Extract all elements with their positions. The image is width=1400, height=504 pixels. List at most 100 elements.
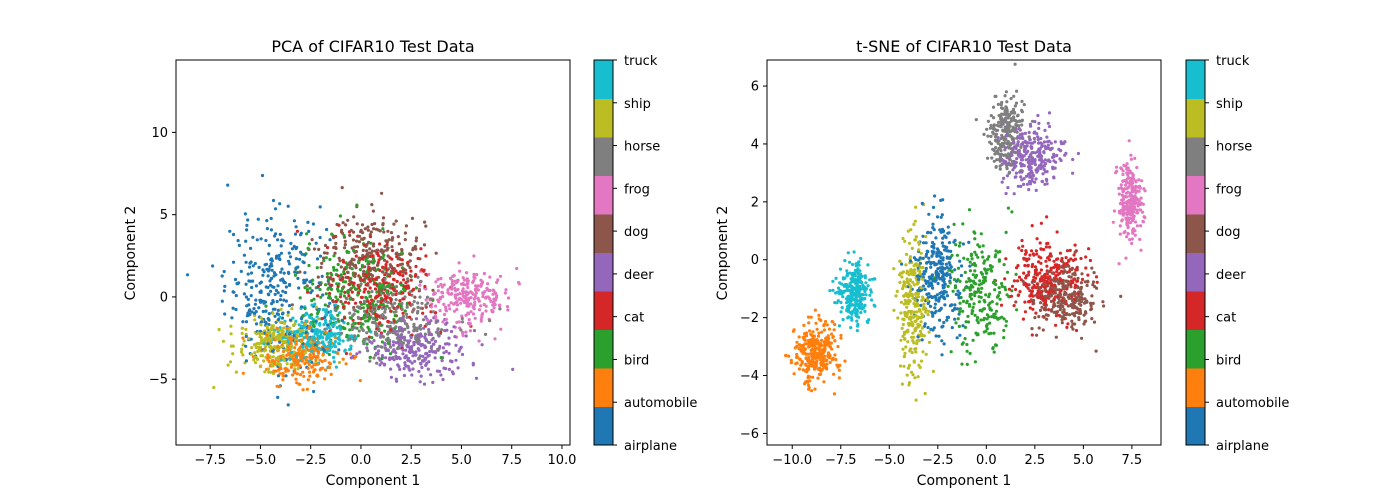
pca-point-airplane <box>274 207 277 210</box>
tsne-point-automobile <box>832 335 835 338</box>
tsne-point-horse <box>1007 113 1010 116</box>
tsne-point-deer <box>1025 175 1028 178</box>
pca-point-deer <box>393 358 396 361</box>
pca-point-bird <box>345 266 348 269</box>
pca-point-truck <box>286 330 289 333</box>
pca-point-horse <box>435 320 438 323</box>
pca-point-airplane <box>253 312 256 315</box>
tsne-point-ship <box>918 243 921 246</box>
tsne-point-truck <box>862 306 865 309</box>
tsne-point-ship <box>904 263 907 266</box>
pca-colorbar-segment-frog <box>594 176 613 215</box>
pca-point-bird <box>352 249 355 252</box>
pca-point-frog <box>470 291 473 294</box>
pca-point-automobile <box>307 378 310 381</box>
pca-point-deer <box>431 381 434 384</box>
pca-point-deer <box>419 362 422 365</box>
tsne-point-ship <box>909 286 912 289</box>
tsne-point-automobile <box>822 324 825 327</box>
pca-point-airplane <box>318 281 321 284</box>
tsne-point-ship <box>906 374 909 377</box>
tsne-point-bird <box>993 316 996 319</box>
pca-point-truck <box>332 356 335 359</box>
tsne-point-deer <box>1006 186 1009 189</box>
tsne-point-dog <box>1070 268 1073 271</box>
pca-point-bird <box>357 261 360 264</box>
pca-point-ship <box>268 337 271 340</box>
pca-point-deer <box>401 352 404 355</box>
pca-point-airplane <box>267 252 270 255</box>
tsne-point-frog <box>1113 209 1116 212</box>
pca-point-bird <box>303 286 306 289</box>
pca-point-deer <box>413 360 416 363</box>
pca-point-airplane <box>257 306 260 309</box>
tsne-point-bird <box>998 291 1001 294</box>
tsne-point-ship <box>917 248 920 251</box>
tsne-point-bird <box>960 363 963 366</box>
pca-point-ship <box>253 351 256 354</box>
tsne-point-horse <box>1000 103 1003 106</box>
tsne-point-deer <box>1041 172 1044 175</box>
pca-point-cat <box>378 269 381 272</box>
pca-point-bird <box>310 299 313 302</box>
tsne-point-truck <box>851 303 854 306</box>
tsne-point-ship <box>925 353 928 356</box>
tsne-title: t-SNE of CIFAR10 Test Data <box>856 37 1072 56</box>
tsne-point-automobile <box>818 318 821 321</box>
pca-point-dog <box>344 240 347 243</box>
pca-point-automobile <box>314 358 317 361</box>
tsne-point-horse <box>1010 120 1013 123</box>
tsne-point-bird <box>985 271 988 274</box>
pca-point-ship <box>218 328 221 331</box>
pca-point-truck <box>314 332 317 335</box>
tsne-point-airplane <box>953 268 956 271</box>
pca-point-horse <box>418 356 421 359</box>
tsne-point-ship <box>912 302 915 305</box>
tsne-point-cat <box>1028 254 1031 257</box>
pca-point-frog <box>456 279 459 282</box>
tsne-point-frog <box>1133 229 1136 232</box>
tsne-point-dog <box>1061 260 1064 263</box>
pca-point-airplane <box>258 282 261 285</box>
tsne-point-cat <box>1016 279 1019 282</box>
pca-point-dog <box>400 248 403 251</box>
pca-point-dog <box>372 210 375 213</box>
pca-point-automobile <box>299 364 302 367</box>
pca-point-airplane <box>273 308 276 311</box>
pca-point-frog <box>458 261 461 264</box>
tsne-point-deer <box>1034 177 1037 180</box>
tsne-point-horse <box>993 123 996 126</box>
tsne-point-cat <box>1031 263 1034 266</box>
pca-point-bird <box>370 336 373 339</box>
tsne-point-horse <box>989 127 992 130</box>
tsne-point-horse <box>1020 123 1023 126</box>
tsne-point-ship <box>919 286 922 289</box>
pca-point-deer <box>453 335 456 338</box>
pca-point-dog <box>402 271 405 274</box>
pca-point-truck <box>329 310 332 313</box>
pca-point-automobile <box>293 346 296 349</box>
tsne-point-horse <box>999 115 1002 118</box>
pca-point-horse <box>366 349 369 352</box>
tsne-point-truck <box>834 277 837 280</box>
pca-point-airplane <box>245 320 248 323</box>
pca-point-dog <box>355 240 358 243</box>
pca-point-horse <box>405 323 408 326</box>
tsne-point-automobile <box>804 347 807 350</box>
pca-point-dog <box>383 259 386 262</box>
pca-point-airplane <box>287 311 290 314</box>
tsne-point-bird <box>947 285 950 288</box>
tsne-point-horse <box>999 165 1002 168</box>
pca-point-cat <box>357 286 360 289</box>
pca-point-frog <box>481 295 484 298</box>
pca-point-frog <box>427 273 430 276</box>
pca-point-frog <box>434 280 437 283</box>
pca-point-dog <box>406 280 409 283</box>
pca-point-truck <box>333 343 336 346</box>
pca-point-frog <box>469 322 472 325</box>
pca-point-airplane <box>319 255 322 258</box>
pca-point-ship <box>292 324 295 327</box>
pca-point-airplane <box>234 308 237 311</box>
tsne-point-airplane <box>925 241 928 244</box>
tsne-point-deer <box>1021 141 1024 144</box>
